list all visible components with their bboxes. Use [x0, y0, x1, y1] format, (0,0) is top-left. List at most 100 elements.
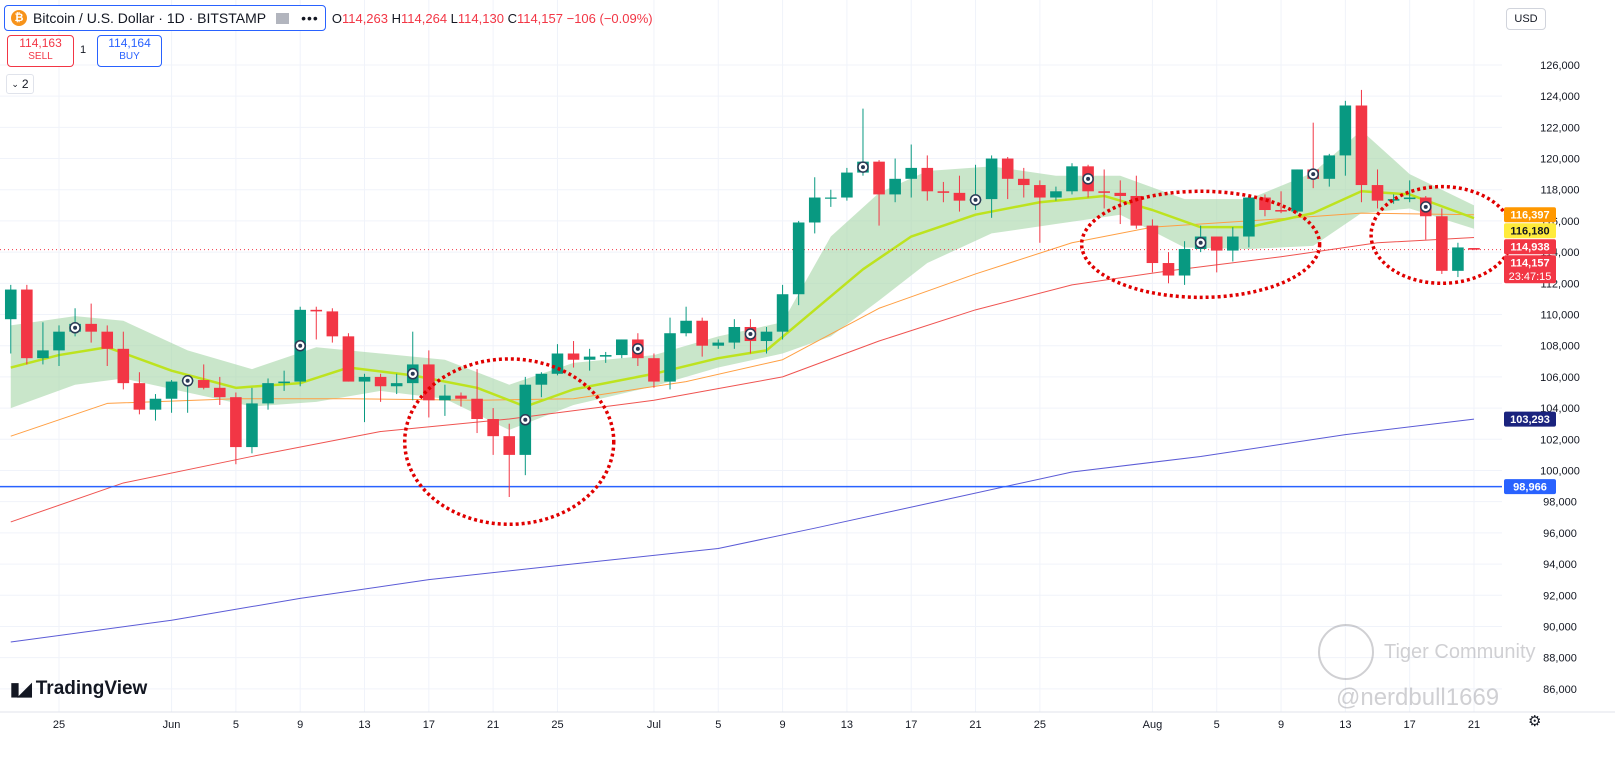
- candle[interactable]: [246, 387, 258, 454]
- candle[interactable]: [133, 372, 146, 415]
- candle[interactable]: [921, 155, 934, 201]
- currency-selector[interactable]: USD: [1506, 8, 1546, 30]
- event-marker-icon[interactable]: [1082, 173, 1094, 185]
- candle[interactable]: [1114, 180, 1127, 225]
- candle[interactable]: [873, 160, 885, 226]
- candle[interactable]: [342, 333, 355, 382]
- candle[interactable]: [599, 351, 612, 363]
- event-marker-icon[interactable]: [744, 328, 757, 340]
- event-marker-icon[interactable]: [632, 343, 644, 355]
- candle[interactable]: [1066, 163, 1078, 195]
- candle[interactable]: [792, 220, 805, 306]
- candle[interactable]: [149, 394, 162, 421]
- candle[interactable]: [197, 364, 210, 390]
- candle[interactable]: [567, 341, 580, 368]
- candle[interactable]: [712, 339, 725, 349]
- candle[interactable]: [214, 376, 226, 405]
- indicators-toggle[interactable]: ⌄ 2: [6, 74, 34, 94]
- candle[interactable]: [487, 408, 499, 455]
- candle[interactable]: [551, 344, 564, 376]
- candle[interactable]: [423, 350, 435, 418]
- time-axis[interactable]: 25 Jun 5 9 13 17 21 25 Jul 5 9 13 17 21 25 Aug 5 9 13 17 21: [0, 711, 1615, 731]
- gear-icon[interactable]: ⚙: [1528, 713, 1542, 730]
- sell-button[interactable]: 114,163 SELL: [7, 35, 74, 67]
- candle[interactable]: [278, 370, 290, 391]
- flag-icon[interactable]: [276, 12, 290, 24]
- event-marker-icon[interactable]: [519, 414, 532, 426]
- candle[interactable]: [1355, 89, 1368, 203]
- candle[interactable]: [1162, 252, 1175, 284]
- candle[interactable]: [615, 339, 628, 359]
- candle[interactable]: [165, 380, 178, 413]
- candle[interactable]: [841, 167, 853, 201]
- candle[interactable]: [1034, 180, 1046, 243]
- candle[interactable]: [4, 284, 17, 354]
- candle[interactable]: [889, 158, 901, 203]
- candle[interactable]: [358, 373, 371, 423]
- event-marker-icon[interactable]: [69, 322, 81, 334]
- candle[interactable]: [1291, 169, 1303, 214]
- candle[interactable]: [53, 325, 65, 366]
- candle[interactable]: [760, 326, 773, 354]
- candle[interactable]: [985, 155, 998, 218]
- event-marker-icon[interactable]: [857, 161, 869, 173]
- candle[interactable]: [1178, 241, 1191, 285]
- candle[interactable]: [471, 369, 483, 434]
- candle[interactable]: [1017, 167, 1030, 198]
- event-marker-icon[interactable]: [1420, 201, 1432, 213]
- candle[interactable]: [1468, 248, 1480, 251]
- candle[interactable]: [1243, 195, 1255, 248]
- symbol-selector[interactable]: ₿ Bitcoin / U.S. Dollar · 1D · BITSTAMP …: [4, 5, 326, 31]
- candle[interactable]: [326, 308, 339, 343]
- candle[interactable]: [1339, 100, 1352, 176]
- candle[interactable]: [262, 378, 274, 410]
- candle[interactable]: [1387, 194, 1400, 204]
- candle[interactable]: [728, 319, 741, 349]
- candle[interactable]: [85, 303, 97, 343]
- event-marker-icon[interactable]: [1307, 168, 1319, 180]
- buy-button[interactable]: 114,164 BUY: [97, 35, 162, 67]
- candle[interactable]: [1130, 175, 1143, 229]
- candle[interactable]: [101, 325, 114, 366]
- candle[interactable]: [1436, 208, 1448, 274]
- candle[interactable]: [825, 189, 837, 207]
- event-markers[interactable]: [69, 161, 1432, 426]
- candle[interactable]: [1210, 236, 1223, 273]
- candle[interactable]: [1371, 169, 1384, 209]
- candle[interactable]: [21, 284, 33, 365]
- candle[interactable]: [1259, 194, 1271, 217]
- candle[interactable]: [503, 423, 516, 497]
- candle[interactable]: [1323, 153, 1336, 187]
- candle[interactable]: [1146, 219, 1159, 273]
- event-marker-icon[interactable]: [294, 339, 306, 352]
- candle[interactable]: [1403, 180, 1416, 203]
- candle[interactable]: [374, 373, 387, 402]
- candle[interactable]: [1452, 242, 1464, 278]
- candle[interactable]: [680, 306, 692, 337]
- event-marker-icon[interactable]: [407, 368, 419, 380]
- candle[interactable]: [519, 376, 532, 476]
- candle[interactable]: [953, 175, 966, 212]
- tradingview-logo[interactable]: ▮◢ TradingView: [10, 678, 147, 700]
- candle[interactable]: [439, 384, 451, 416]
- candle[interactable]: [390, 373, 403, 395]
- candle[interactable]: [1227, 227, 1239, 262]
- event-marker-icon[interactable]: [181, 375, 194, 387]
- candle[interactable]: [583, 348, 596, 371]
- event-marker-icon[interactable]: [1194, 237, 1207, 249]
- quantity-value[interactable]: 1: [80, 44, 87, 56]
- more-icon[interactable]: •••: [301, 10, 319, 26]
- candle[interactable]: [808, 177, 821, 234]
- candle[interactable]: [648, 353, 660, 388]
- candle[interactable]: [37, 322, 49, 365]
- candle[interactable]: [1275, 191, 1287, 214]
- candle[interactable]: [1098, 169, 1110, 209]
- candle[interactable]: [117, 331, 130, 390]
- candle[interactable]: [535, 372, 548, 398]
- candle[interactable]: [310, 306, 323, 340]
- candle[interactable]: [230, 392, 242, 465]
- candle[interactable]: [937, 181, 950, 203]
- candle[interactable]: [1050, 186, 1062, 201]
- candle[interactable]: [696, 317, 708, 357]
